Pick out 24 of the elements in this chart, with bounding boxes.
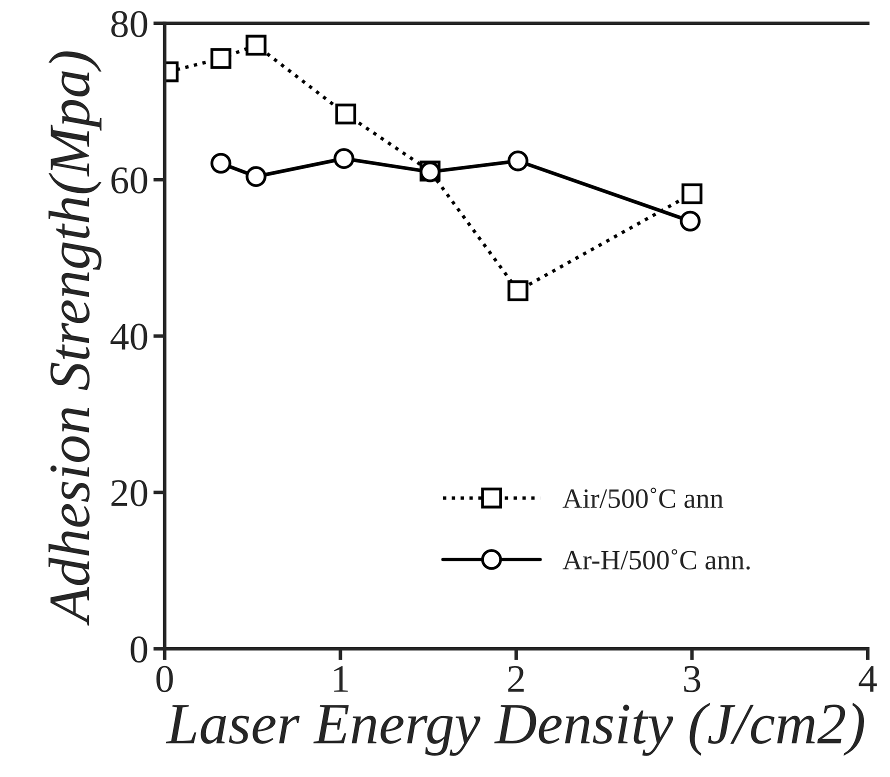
point bbox=[246, 166, 266, 187]
point bbox=[680, 210, 701, 232]
point bbox=[210, 152, 232, 174]
x-tick-label: 1 bbox=[334, 666, 348, 692]
y-tick-label: 80 bbox=[111, 10, 148, 38]
legend-label: Ar-H/500˚C ann. bbox=[562, 549, 750, 570]
x-tick-label: 2 bbox=[508, 666, 524, 692]
y-axis-title: Adhesion Strength(Mpa) bbox=[48, 51, 102, 626]
point bbox=[210, 48, 232, 69]
x-tick-label: 0 bbox=[156, 666, 173, 692]
point bbox=[508, 280, 528, 302]
x-axis-title: Laser Energy Density (J/cm2) bbox=[166, 702, 864, 756]
point bbox=[682, 183, 702, 204]
y-tick-label: 0 bbox=[130, 636, 148, 663]
x-tick-label: 4 bbox=[858, 666, 877, 692]
point bbox=[246, 34, 266, 56]
point bbox=[335, 104, 356, 124]
legend-label: Air/500˚C ann bbox=[562, 488, 724, 508]
y-tick-label: 20 bbox=[111, 480, 148, 506]
point bbox=[508, 150, 528, 172]
y-tick-label: 40 bbox=[110, 324, 148, 350]
point bbox=[334, 148, 354, 169]
x-tick-label: 3 bbox=[684, 666, 700, 692]
y-tick-label: 60 bbox=[111, 167, 148, 194]
